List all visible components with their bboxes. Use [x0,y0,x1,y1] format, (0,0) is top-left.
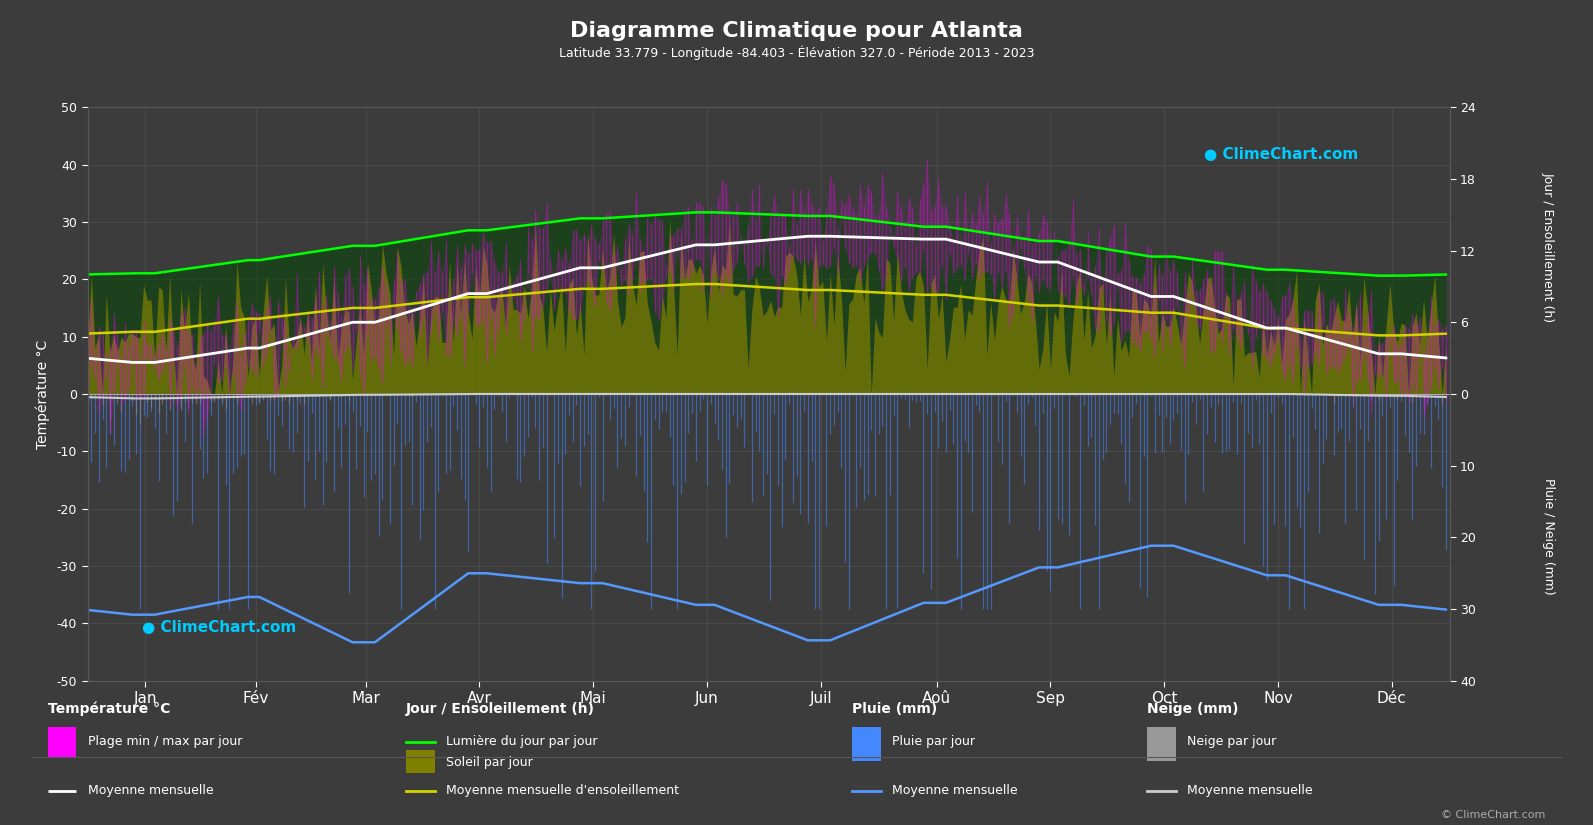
Text: Jour / Ensoleillement (h): Jour / Ensoleillement (h) [1542,172,1555,323]
Text: © ClimeChart.com: © ClimeChart.com [1440,810,1545,820]
Text: Moyenne mensuelle: Moyenne mensuelle [1187,785,1313,798]
Text: Neige par jour: Neige par jour [1187,735,1276,748]
Text: Moyenne mensuelle d'ensoleillement: Moyenne mensuelle d'ensoleillement [446,785,679,798]
Text: Neige (mm): Neige (mm) [1147,702,1238,716]
Text: Pluie par jour: Pluie par jour [892,735,975,748]
Text: Soleil par jour: Soleil par jour [446,756,532,769]
Text: Diagramme Climatique pour Atlanta: Diagramme Climatique pour Atlanta [570,21,1023,40]
Y-axis label: Température °C: Température °C [35,339,49,449]
Text: ● ClimeChart.com: ● ClimeChart.com [142,620,296,634]
Bar [406,750,435,773]
Text: Jour / Ensoleillement (h): Jour / Ensoleillement (h) [406,702,596,716]
Text: Lumière du jour par jour: Lumière du jour par jour [446,735,597,748]
Text: Température °C: Température °C [48,702,170,716]
Text: Pluie (mm): Pluie (mm) [852,702,938,716]
Text: Moyenne mensuelle: Moyenne mensuelle [88,785,213,798]
Bar [48,727,76,757]
Bar [852,727,881,761]
Text: Moyenne mensuelle: Moyenne mensuelle [892,785,1018,798]
Bar [1147,727,1176,761]
Text: Pluie / Neige (mm): Pluie / Neige (mm) [1542,478,1555,595]
Text: Latitude 33.779 - Longitude -84.403 - Élévation 327.0 - Période 2013 - 2023: Latitude 33.779 - Longitude -84.403 - Él… [559,45,1034,60]
Text: Plage min / max par jour: Plage min / max par jour [88,735,242,748]
Text: ● ClimeChart.com: ● ClimeChart.com [1204,148,1359,163]
